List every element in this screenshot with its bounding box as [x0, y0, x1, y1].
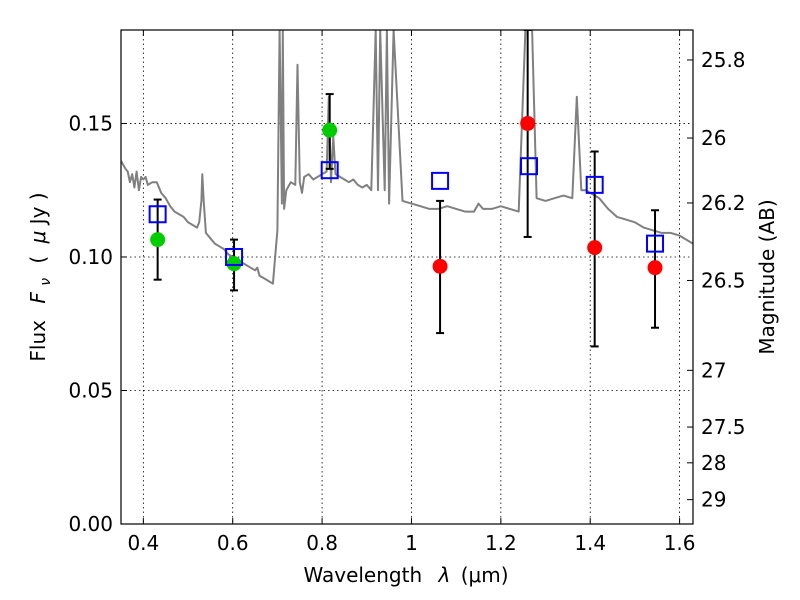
grid — [121, 30, 693, 524]
data-point-circle — [322, 122, 338, 138]
data-point-circle — [520, 115, 536, 131]
ticks: 0.4 0.6 0.8 1 1.2 1.4 1.6 0.00 0.05 0.10 0.15 25.8 2… — [68, 30, 746, 555]
y-axis-label-text: Flux — [26, 320, 50, 362]
y2-tick-label: 29 — [701, 488, 726, 512]
x-tick-label: 0.8 — [306, 531, 338, 555]
data-point-square — [585, 175, 604, 194]
y2-tick-label: 26 — [701, 126, 726, 150]
data-point-square — [519, 157, 538, 176]
x-tick-label: 1.2 — [485, 531, 517, 555]
y-tick-label: 0.05 — [68, 378, 113, 402]
data-point-square — [320, 161, 339, 180]
x-tick-label: 1 — [405, 531, 418, 555]
plot-frame — [120, 29, 694, 525]
x-axis-label-text: Wavelength — [303, 563, 422, 587]
y-tick-label: 0.10 — [68, 245, 113, 269]
data-point-circle — [587, 240, 603, 256]
y2-axis-label: Magnitude (AB) — [755, 199, 779, 354]
data-point-circle — [432, 258, 448, 274]
data-point-square — [646, 234, 665, 253]
x-axis-label-symbol: λ — [438, 563, 451, 587]
y2-tick-label: 28 — [701, 451, 726, 475]
y-axis-label-paren: ( — [26, 256, 50, 264]
y-axis-label-symbol: F — [26, 292, 50, 304]
y-axis-label-mu: μ — [26, 231, 50, 245]
y-axis-label: Flux F ν ( μ Jy ) — [26, 192, 55, 361]
plot-area — [121, 30, 693, 348]
y2-tick-label: 25.8 — [701, 48, 746, 72]
data-point-circle — [647, 260, 663, 276]
x-tick-label: 1.6 — [664, 531, 696, 555]
x-axis-label-unit: (μm) — [461, 563, 509, 587]
data-point-circle — [150, 232, 166, 248]
y-tick-label: 0.15 — [68, 111, 113, 135]
data-point-circle — [226, 256, 242, 272]
y2-tick-label: 27 — [701, 358, 726, 382]
y-tick-label: 0.00 — [68, 512, 113, 536]
plot-background — [121, 30, 693, 524]
y-axis-label-unit: Jy ) — [26, 192, 50, 226]
x-tick-label: 0.4 — [127, 531, 159, 555]
data-point-square — [225, 247, 244, 266]
x-axis-label: Wavelength λ (μm) — [303, 563, 508, 587]
x-tick-label: 0.6 — [217, 531, 249, 555]
data-point-square — [431, 171, 450, 190]
data-point-square — [148, 205, 167, 224]
y2-tick-label: 27.5 — [701, 415, 746, 439]
y2-tick-label: 26.5 — [701, 268, 746, 292]
y-axis-label-subscript: ν — [38, 278, 54, 286]
x-tick-label: 1.4 — [574, 531, 606, 555]
y2-tick-label: 26.2 — [701, 191, 746, 215]
